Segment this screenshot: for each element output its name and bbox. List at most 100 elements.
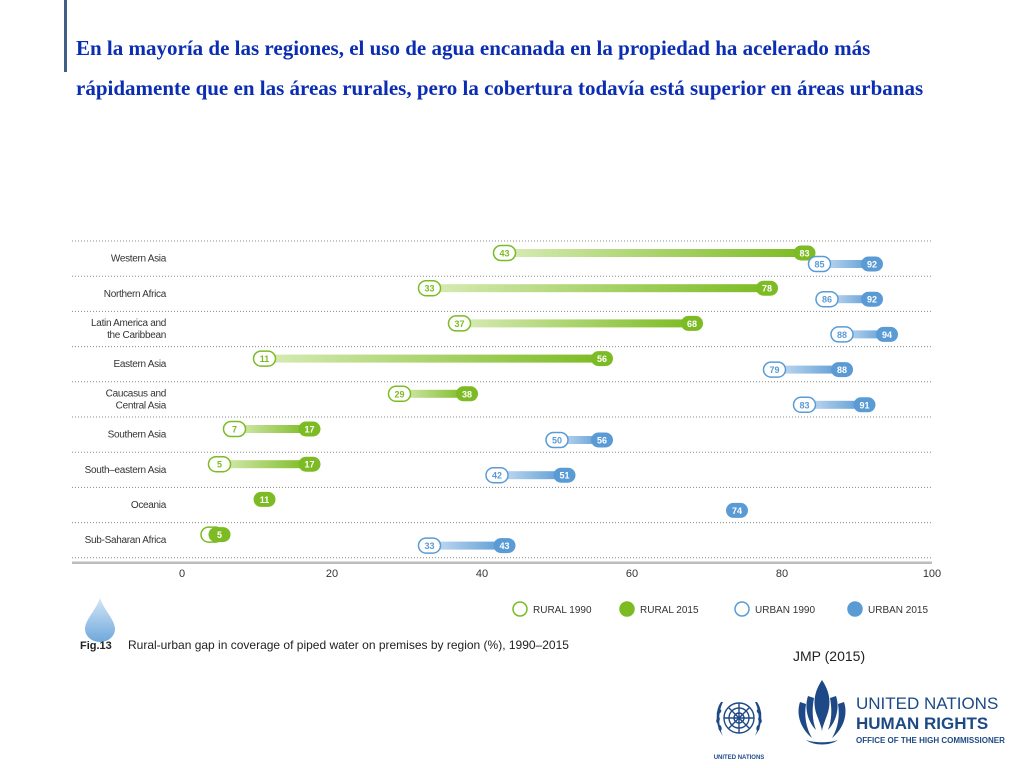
figure-label: Fig.13 [80,640,112,652]
urban-2015-point-label: 51 [559,471,569,481]
rural-2015-point [298,421,321,437]
legend-label: RURAL 2015 [640,605,699,616]
urban-2015-point-label: 92 [867,260,877,270]
category-label: Northern Africa [104,289,167,300]
rural-2015-point [591,351,613,367]
urban-2015-point-label: 74 [732,506,742,516]
legend-marker [847,601,863,617]
urban-1990-point [830,326,854,343]
urban-gap-bar [827,295,872,304]
human-rights-flame-icon [798,680,846,745]
dumbbell-chart: 0 20 40 60 80 100 Western Asia 43 83 85 92 Northern… [72,240,941,617]
rural-gap-bar [219,460,310,469]
figure-caption: Rural-urban gap in coverage of piped wat… [128,638,569,652]
urban-2015-point [553,467,576,483]
rural-gap-bar [399,389,467,398]
category-label: Eastern Asia [113,359,166,370]
rural-1990-point [207,455,232,473]
urban-gap-bar [842,330,887,339]
category-label: Sub-Saharan Africa [85,535,167,546]
rural-2015-point [253,491,276,507]
x-tick-label: 60 [626,568,638,580]
rural-gap-bar [264,354,602,363]
rural-gap-bar [459,319,692,328]
legend-label: URBAN 1990 [755,605,815,616]
urban-1990-point [807,255,832,273]
rural-2015-point [756,280,778,296]
category-label: Western Asia [111,254,167,265]
urban-2015-point [861,291,883,307]
urban-1990-point [815,290,839,308]
rural-2015-point-label: 68 [687,319,697,329]
slide-title: En la mayoría de las regiones, el uso de… [76,36,924,100]
urban-2015-point [831,362,853,378]
rural-gap-bar [234,425,310,433]
hr-logo-line1: UNITED NATIONS [856,694,999,713]
rural-2015-point-label: 78 [762,284,772,294]
legend-marker [512,601,528,617]
urban-1990-point-label: 85 [814,260,824,270]
rural-1990-point [447,315,472,332]
legend-label: URBAN 2015 [868,605,928,616]
urban-gap-bar [497,471,565,480]
urban-1990-point [545,431,569,449]
rural-2015-point [208,527,231,543]
urban-gap-bar [774,365,842,374]
urban-2015-point-label: 94 [882,330,892,340]
urban-1990-point-label: 83 [799,400,809,410]
x-tick-label: 0 [179,568,185,580]
hr-logo-line2: HUMAN RIGHTS [856,714,989,733]
rural-1990-point [387,385,412,403]
rural-gap-bar [429,284,767,293]
urban-1990-point-label: 33 [424,541,434,551]
rural-2015-point-label: 11 [260,495,270,505]
un-human-rights-logo: UNITED NATIONS HUMAN RIGHTS OFFICE OF TH… [792,676,1012,766]
urban-1990-point-label: 88 [837,330,847,340]
rural-2015-point [456,386,478,402]
legend-label: RURAL 1990 [533,605,592,616]
urban-1990-point [762,361,787,378]
urban-2015-point [591,432,613,448]
urban-gap-bar [819,260,872,268]
category-label: Caucasus and Central Asia [106,388,167,411]
urban-1990-point-label: 50 [552,436,562,446]
un-logo-text: UNITED NATIONS [713,755,765,761]
category-label: Southern Asia [108,430,167,441]
rural-2015-point [298,456,321,472]
legend-marker [734,601,750,617]
rural-1990-point-label: 5 [217,460,222,470]
urban-1990-point-label: 86 [822,295,832,305]
urban-gap-bar [804,400,865,409]
urban-1990-point [417,537,442,554]
urban-2015-point [726,502,748,518]
rural-1990-point-label: 29 [394,389,404,399]
un-logo: UNITED NATIONS [706,692,772,768]
legend-marker [619,601,635,617]
un-emblem-icon [716,702,762,736]
rural-2015-point-label: 83 [799,249,809,259]
rural-1990-point [417,279,442,297]
category-label: South–eastern Asia [85,465,167,476]
title-accent-bar [64,0,67,72]
rural-1990-point-label: 11 [260,354,270,364]
rural-1990-point-label: 43 [499,249,509,259]
rural-1990-point [492,244,517,262]
rural-gap-bar [504,249,805,257]
rural-1990-point-label: 33 [424,284,434,294]
x-tick-label: 80 [776,568,788,580]
rural-1990-point-label: 37 [454,319,464,329]
urban-2015-point-label: 88 [837,365,847,375]
rural-2015-point-label: 56 [597,354,607,364]
rural-2015-point-label: 17 [304,425,314,435]
rural-2015-point [681,315,703,331]
urban-2015-point [853,397,876,413]
rural-2015-point-label: 38 [462,389,472,399]
urban-1990-point-label: 79 [769,365,779,375]
urban-2015-point-label: 91 [859,400,869,410]
x-tick-label: 20 [326,568,338,580]
rural-2015-point-label: 5 [217,530,222,540]
rural-2015-point [793,245,816,261]
rural-1990-point-label: 7 [232,425,237,435]
rural-2015-point-label: 17 [304,460,314,470]
source-citation: JMP (2015) [793,648,866,664]
